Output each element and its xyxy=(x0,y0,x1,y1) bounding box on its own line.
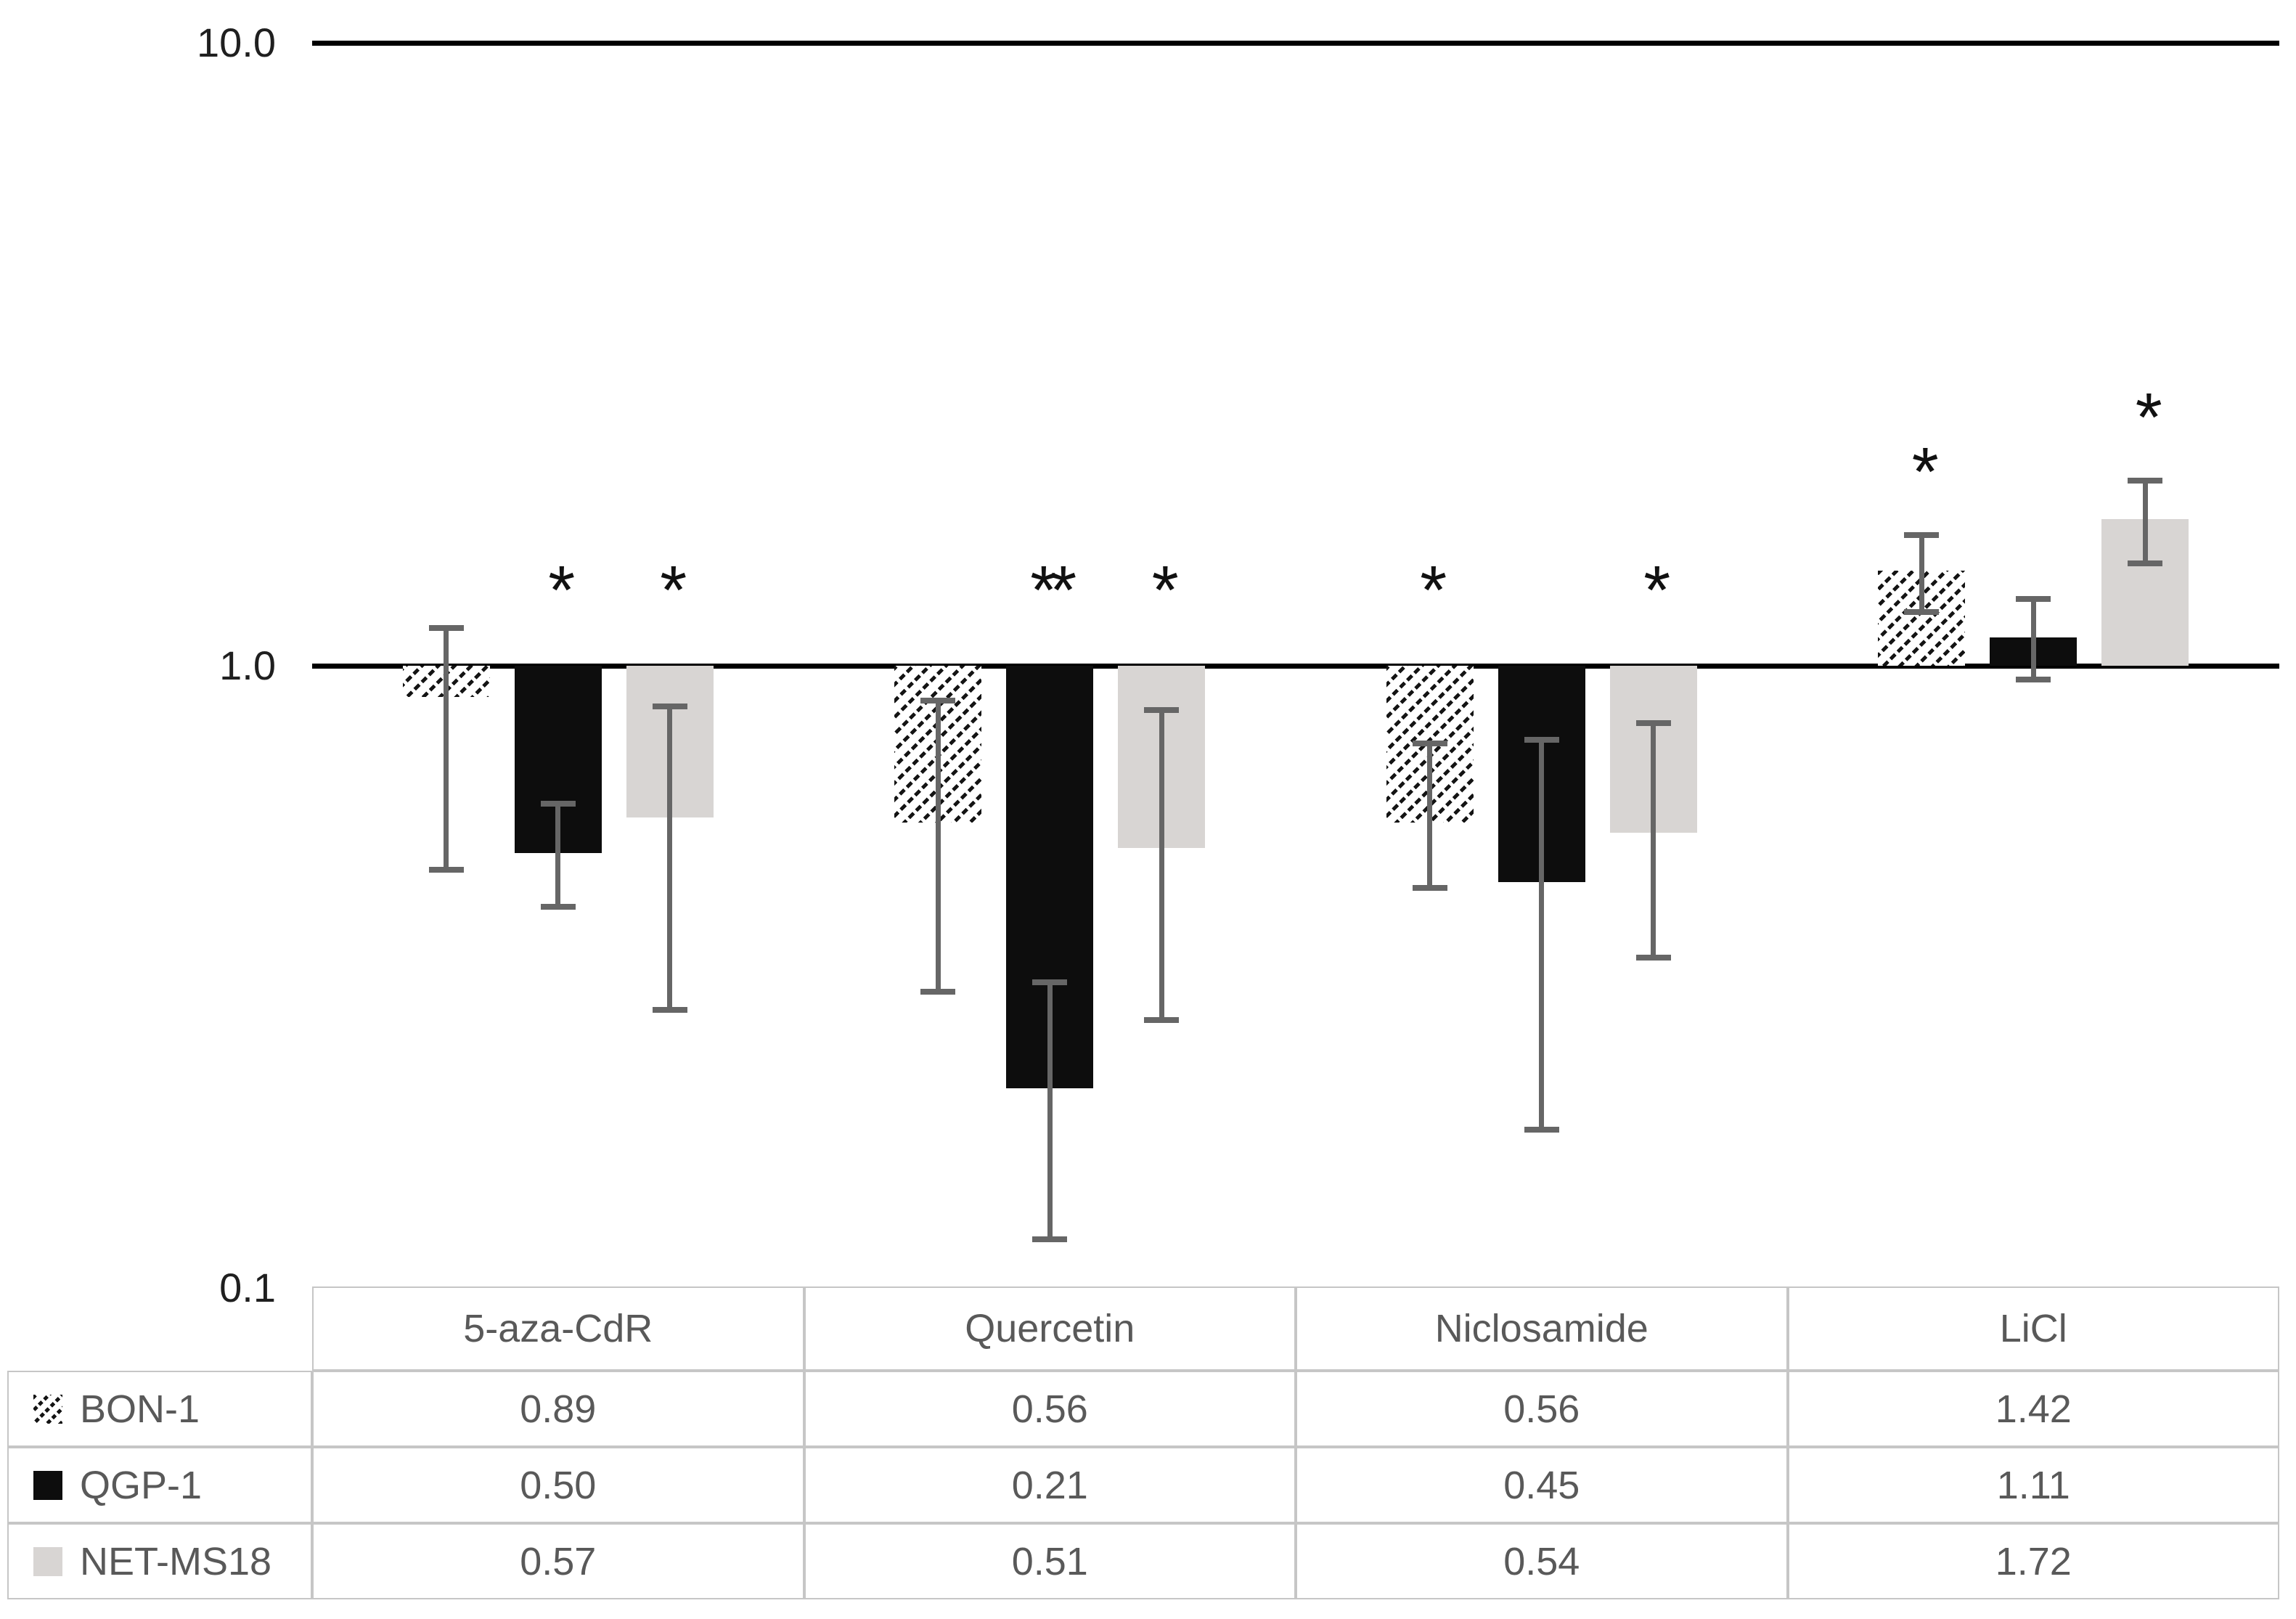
table-value-cell-bon-1-quercetin: 0.56 xyxy=(804,1371,1296,1447)
legend-swatch-qgp-1 xyxy=(33,1470,62,1500)
error-bar-net-ms18-5-aza-cdr xyxy=(667,706,673,1011)
bar-bon-1-licl xyxy=(1878,571,1966,666)
significance-marker-net-ms18-quercetin: * xyxy=(1151,551,1179,629)
table-value-cell-net-ms18-licl: 1.72 xyxy=(1787,1523,2279,1599)
error-bar-cap-bottom-bon-1-niclosamide xyxy=(1412,884,1447,891)
error-bar-cap-top-bon-1-licl xyxy=(1904,532,1940,539)
error-bar-qgp-1-niclosamide xyxy=(1539,740,1545,1130)
table-value-cell-bon-1-licl: 1.42 xyxy=(1787,1371,2279,1447)
error-bar-bon-1-quercetin xyxy=(935,700,941,992)
error-bar-qgp-1-licl xyxy=(2030,599,2036,680)
legend-label-qgp-1: QGP-1 xyxy=(80,1463,203,1507)
significance-marker-net-ms18-niclosamide: * xyxy=(1643,551,1670,629)
table-header-row: 5-aza-CdR Quercetin Niclosamide LiCl xyxy=(312,1286,2279,1371)
table-header-cell-quercetin: Quercetin xyxy=(804,1286,1296,1371)
table-row-net-ms18: NET-MS18 0.57 0.51 0.54 1.72 xyxy=(7,1523,2279,1599)
table-header-cell-licl: LiCl xyxy=(1787,1286,2279,1371)
significance-marker-qgp-1-quercetin: ** xyxy=(1030,551,1076,629)
error-bar-cap-bottom-qgp-1-quercetin xyxy=(1032,1236,1068,1243)
error-bar-cap-top-qgp-1-licl xyxy=(2016,596,2051,602)
error-bar-bon-1-niclosamide xyxy=(1427,743,1433,888)
legend-cell-qgp-1: QGP-1 xyxy=(7,1447,312,1523)
table-row-bon-1: BON-1 0.89 0.56 0.56 1.42 xyxy=(7,1371,2279,1447)
error-bar-cap-top-qgp-1-quercetin xyxy=(1032,979,1068,986)
table-value-cell-qgp-1-5-aza-cdr: 0.50 xyxy=(312,1447,804,1523)
error-bar-cap-bottom-qgp-1-5-aza-cdr xyxy=(540,904,576,910)
significance-marker-net-ms18-5-aza-cdr: * xyxy=(660,551,687,629)
table-header-cell-5-aza-cdr: 5-aza-CdR xyxy=(312,1286,804,1371)
error-bar-qgp-1-quercetin xyxy=(1047,982,1053,1240)
significance-marker-net-ms18-licl: * xyxy=(2135,379,2162,457)
y-axis-tick-1: 1.0 xyxy=(219,643,276,688)
error-bar-cap-bottom-qgp-1-niclosamide xyxy=(1524,1126,1559,1133)
legend-label-net-ms18: NET-MS18 xyxy=(80,1539,272,1583)
x-axis-baseline-1 xyxy=(312,664,2279,669)
error-bar-cap-bottom-net-ms18-niclosamide xyxy=(1635,954,1671,961)
error-bar-cap-top-bon-1-5-aza-cdr xyxy=(428,624,464,631)
error-bar-cap-bottom-bon-1-licl xyxy=(1904,608,1940,615)
error-bar-cap-bottom-net-ms18-licl xyxy=(2128,560,2163,566)
error-bar-cap-top-bon-1-quercetin xyxy=(920,697,956,704)
y-axis-tick-10: 10.0 xyxy=(197,20,276,65)
error-bar-cap-bottom-qgp-1-licl xyxy=(2016,677,2051,683)
error-bar-cap-bottom-net-ms18-5-aza-cdr xyxy=(652,1007,687,1014)
error-bar-cap-top-qgp-1-niclosamide xyxy=(1524,737,1559,743)
error-bar-cap-top-net-ms18-5-aza-cdr xyxy=(652,704,687,710)
error-bar-qgp-1-5-aza-cdr xyxy=(555,804,561,908)
significance-marker-bon-1-licl: * xyxy=(1911,433,1939,511)
table-value-cell-net-ms18-niclosamide: 0.54 xyxy=(1296,1523,1788,1599)
error-bar-net-ms18-licl xyxy=(2142,481,2148,563)
error-bar-cap-bottom-bon-1-quercetin xyxy=(920,988,956,995)
error-bar-bon-1-5-aza-cdr xyxy=(444,627,449,870)
significance-marker-bon-1-niclosamide: * xyxy=(1420,551,1447,629)
error-bar-cap-top-qgp-1-5-aza-cdr xyxy=(540,801,576,807)
error-bar-net-ms18-quercetin xyxy=(1159,709,1164,1020)
legend-swatch-net-ms18 xyxy=(33,1546,62,1576)
gridline-top-10 xyxy=(312,41,2279,46)
legend-cell-bon-1: BON-1 xyxy=(7,1371,312,1447)
table-value-cell-bon-1-niclosamide: 0.56 xyxy=(1296,1371,1788,1447)
table-value-cell-net-ms18-quercetin: 0.51 xyxy=(804,1523,1296,1599)
error-bar-cap-top-net-ms18-niclosamide xyxy=(1635,719,1671,726)
error-bar-bon-1-licl xyxy=(1919,535,1924,612)
error-bar-cap-top-net-ms18-licl xyxy=(2128,478,2163,484)
table-header-cell-niclosamide: Niclosamide xyxy=(1296,1286,1788,1371)
legend-label-bon-1: BON-1 xyxy=(80,1387,200,1431)
table-value-cell-qgp-1-licl: 1.11 xyxy=(1787,1447,2279,1523)
error-bar-cap-top-net-ms18-quercetin xyxy=(1144,706,1180,713)
table-row-qgp-1: QGP-1 0.50 0.21 0.45 1.11 xyxy=(7,1447,2279,1523)
error-bar-cap-bottom-net-ms18-quercetin xyxy=(1144,1016,1180,1023)
error-bar-cap-top-bon-1-niclosamide xyxy=(1412,741,1447,747)
significance-marker-qgp-1-5-aza-cdr: * xyxy=(548,551,575,629)
y-axis-tick-01: 0.1 xyxy=(219,1265,276,1310)
error-bar-net-ms18-niclosamide xyxy=(1651,722,1656,958)
table-value-cell-bon-1-5-aza-cdr: 0.89 xyxy=(312,1371,804,1447)
table-value-cell-qgp-1-niclosamide: 0.45 xyxy=(1296,1447,1788,1523)
table-value-cell-net-ms18-5-aza-cdr: 0.57 xyxy=(312,1523,804,1599)
legend-swatch-bon-1 xyxy=(33,1394,62,1424)
legend-cell-net-ms18: NET-MS18 xyxy=(7,1523,312,1599)
table-value-cell-qgp-1-quercetin: 0.21 xyxy=(804,1447,1296,1523)
error-bar-cap-bottom-bon-1-5-aza-cdr xyxy=(428,867,464,873)
